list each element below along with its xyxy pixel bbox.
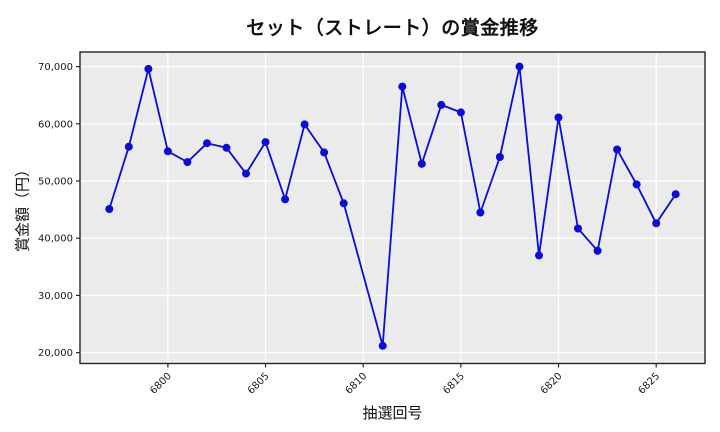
- data-point: [593, 246, 602, 255]
- data-point: [183, 158, 192, 167]
- data-point: [242, 169, 250, 178]
- data-point: [378, 341, 387, 350]
- data-point: [574, 224, 582, 233]
- x-tick-label: 6805: [246, 371, 272, 397]
- data-point: [495, 153, 504, 161]
- data-point: [163, 147, 172, 156]
- data-point: [300, 120, 309, 129]
- x-tick-label: 6815: [441, 371, 467, 397]
- data-point: [613, 145, 622, 154]
- x-tick-label: 6800: [148, 371, 174, 397]
- y-tick-label: 70,000: [38, 62, 73, 73]
- data-point: [339, 199, 348, 208]
- y-tick-label: 30,000: [38, 291, 73, 302]
- x-tick-label: 6820: [539, 371, 565, 397]
- y-tick-label: 20,000: [38, 348, 73, 359]
- data-point: [222, 143, 231, 152]
- data-point: [281, 195, 290, 204]
- y-tick-label: 60,000: [38, 119, 73, 130]
- y-tick-label: 40,000: [38, 234, 73, 245]
- data-point: [437, 100, 446, 109]
- data-point: [632, 180, 641, 189]
- data-point: [535, 251, 543, 260]
- chart-title: セット（ストレート）の賞金推移: [246, 17, 539, 39]
- data-point: [320, 148, 329, 157]
- x-tick-label: 6825: [637, 371, 663, 397]
- data-point: [203, 139, 211, 148]
- y-axis-label: 賞金額（円）: [13, 161, 32, 253]
- data-point: [417, 159, 426, 168]
- data-point: [456, 108, 465, 117]
- plot-border: [79, 51, 706, 365]
- x-tick-label: 6810: [344, 371, 370, 397]
- data-point: [554, 113, 563, 122]
- data-point: [671, 190, 680, 199]
- data-point: [398, 82, 407, 91]
- data-point: [515, 62, 524, 71]
- data-point: [652, 219, 661, 228]
- data-point: [476, 208, 485, 217]
- y-tick-label: 50,000: [38, 177, 73, 188]
- x-axis-label: 抽選回号: [362, 404, 423, 422]
- data-point: [105, 205, 114, 213]
- data-point: [144, 64, 153, 73]
- data-point: [124, 142, 133, 151]
- data-point: [261, 138, 270, 147]
